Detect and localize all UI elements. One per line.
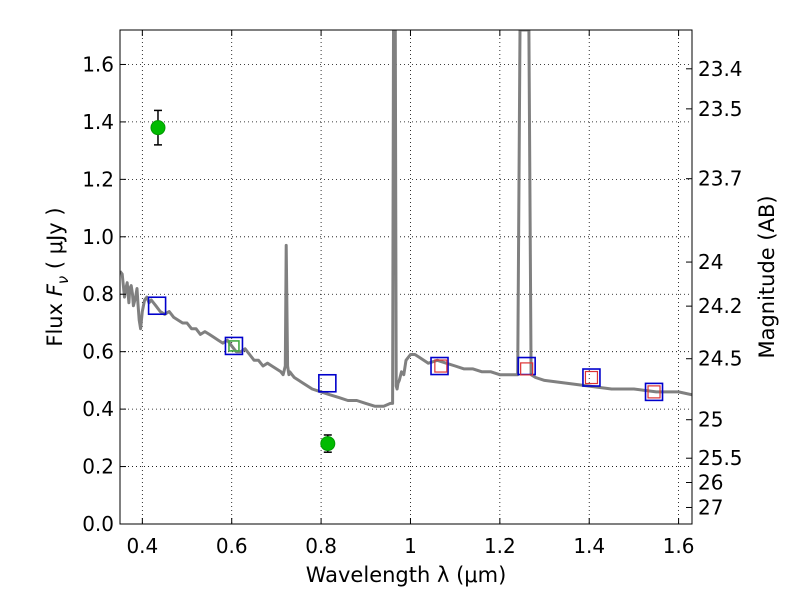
model-photometry-square <box>520 362 534 376</box>
y-axis-label-left: Flux Fν ( μJy ) <box>43 207 72 346</box>
y-label-symbol: F <box>43 283 67 296</box>
sed-model-line <box>120 30 692 408</box>
markers <box>147 109 664 453</box>
y-tick-label: 1.4 <box>82 110 114 134</box>
grid-lines <box>120 30 692 525</box>
plot-area <box>120 30 692 408</box>
y-label-suffix: ( μJy ) <box>43 207 67 275</box>
photometry-square <box>582 368 601 387</box>
x-tick-label: 0.6 <box>216 534 248 558</box>
y-tick-label: 1.6 <box>82 52 114 76</box>
photometry-square <box>224 336 244 356</box>
y-tick-label: 0.8 <box>82 282 114 306</box>
tick-marks <box>120 30 692 525</box>
mag-tick-label: 23.7 <box>698 167 743 191</box>
x-tick-label: 1.2 <box>484 534 516 558</box>
y-tick-label: 0.6 <box>82 340 114 364</box>
photometry-square <box>147 296 167 316</box>
green-photometry-square <box>228 340 240 352</box>
plot-frame <box>119 29 693 525</box>
y-tick-label: 0.0 <box>82 512 114 536</box>
x-tick-label: 0.4 <box>126 534 158 558</box>
model-photometry-square <box>647 385 661 399</box>
y-label-prefix: Flux <box>43 296 67 346</box>
model-photometry-square <box>434 359 448 373</box>
measurement-point <box>320 436 336 452</box>
mag-tick-label: 24.5 <box>698 347 743 371</box>
y-label-subscript: ν <box>54 276 72 284</box>
photometry-square <box>318 373 337 393</box>
x-tick-label: 0.8 <box>305 534 337 558</box>
mag-tick-label: 23.4 <box>698 57 743 81</box>
measurement-point <box>150 120 166 136</box>
model-photometry-square <box>584 370 599 385</box>
tick-labels: 0.4 0.6 0.8 1 1.2 1.4 1.6 0.0 0.2 0.4 0.6 0.8 1.0 1.2… <box>82 52 742 558</box>
mag-tick-label: 24 <box>698 250 723 274</box>
mag-tick-label: 23.5 <box>698 97 743 121</box>
mag-tick-label: 26 <box>698 470 723 494</box>
y-axis-label-right: Magnitude (AB) <box>755 195 779 358</box>
x-axis-label: Wavelength λ (μm) <box>306 563 507 587</box>
mag-tick-label: 27 <box>698 495 723 519</box>
y-tick-label: 0.2 <box>82 455 114 479</box>
y-tick-label: 0.4 <box>82 397 114 421</box>
y-tick-label: 1.2 <box>82 167 114 191</box>
mag-tick-label: 24.2 <box>698 294 743 318</box>
mag-tick-label: 25 <box>698 408 723 432</box>
photometry-square <box>644 382 664 402</box>
x-tick-label: 1.4 <box>573 534 605 558</box>
mag-tick-label: 25.5 <box>698 446 743 470</box>
y-tick-label: 1.0 <box>82 225 114 249</box>
x-tick-label: 1.6 <box>663 534 695 558</box>
photometry-square <box>430 356 449 376</box>
x-tick-label: 1 <box>404 534 417 558</box>
